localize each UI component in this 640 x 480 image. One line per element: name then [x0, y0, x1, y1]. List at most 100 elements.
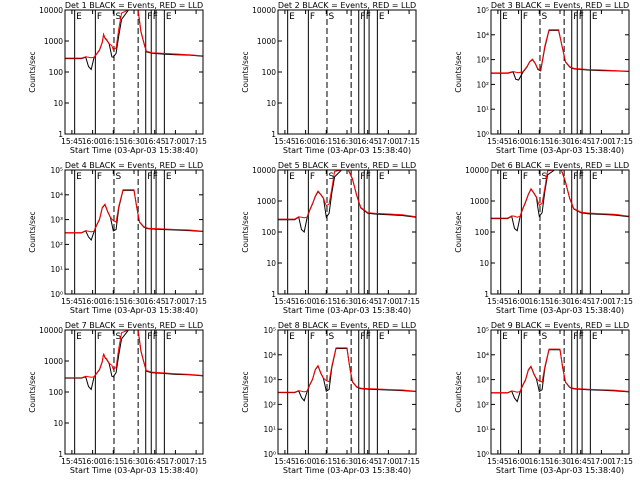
series-line-lld — [491, 29, 629, 74]
x-tick-label: 17:00 — [378, 137, 400, 146]
y-tick-label: 100 — [49, 388, 64, 397]
panel-title: Det 5 BLACK = Events, RED = LLD — [278, 161, 416, 170]
x-tick-label: 16:15 — [315, 137, 337, 146]
y-tick-label: 10¹ — [476, 425, 489, 434]
event-marker-label: F — [310, 332, 315, 342]
x-tick-label: 17:15 — [611, 457, 633, 466]
panel-title: Det 4 BLACK = Events, RED = LLD — [65, 161, 203, 170]
y-tick-label: 10² — [50, 240, 63, 249]
event-marker-label: E — [502, 332, 508, 342]
event-marker-label: E — [166, 172, 172, 182]
x-axis-label: Start Time (03-Apr-03 15:38:40) — [496, 146, 624, 155]
x-tick-label: 16:45 — [357, 457, 379, 466]
x-tick-label: 16:00 — [508, 297, 530, 306]
y-tick-label: 10⁵ — [476, 326, 489, 335]
y-tick-label: 10000 — [252, 6, 276, 15]
y-axis-label: Counts/sec — [454, 211, 463, 252]
y-axis-label: Counts/sec — [454, 371, 463, 412]
x-tick-label: 15:45 — [61, 457, 83, 466]
x-tick-label: 16:30 — [123, 457, 145, 466]
y-tick-label: 10000 — [465, 166, 489, 175]
plot-frame — [64, 329, 204, 455]
y-tick-label: 1 — [271, 130, 276, 139]
event-marker-label: F — [579, 332, 584, 342]
event-marker-label: F — [147, 332, 152, 342]
y-tick-label: 10 — [266, 99, 276, 108]
x-tick-label: 16:45 — [570, 457, 592, 466]
y-tick-label: 10³ — [50, 216, 63, 225]
y-tick-label: 10¹ — [263, 425, 276, 434]
y-tick-label: 10³ — [476, 376, 489, 385]
event-marker-label: E — [592, 332, 598, 342]
event-marker-label: S — [115, 172, 121, 182]
x-tick-label: 17:15 — [185, 457, 207, 466]
y-tick-label: 10² — [476, 80, 489, 89]
y-tick-label: 1 — [58, 130, 63, 139]
y-tick-label: 10³ — [476, 56, 489, 65]
x-tick-label: 15:45 — [487, 137, 509, 146]
y-tick-label: 1000 — [257, 197, 276, 206]
event-marker-label: E — [289, 332, 295, 342]
x-tick-label: 15:45 — [487, 457, 509, 466]
event-marker-label: F — [310, 172, 315, 182]
panel-title: Det 2 BLACK = Events, RED = LLD — [278, 1, 416, 10]
x-tick-label: 17:00 — [378, 457, 400, 466]
y-tick-label: 10² — [476, 400, 489, 409]
x-tick-label: 16:15 — [528, 137, 550, 146]
y-axis-label: Counts/sec — [28, 211, 37, 252]
panel-title: Det 3 BLACK = Events, RED = LLD — [491, 1, 629, 10]
x-tick-label: 15:45 — [274, 137, 296, 146]
y-tick-label: 1000 — [44, 357, 63, 366]
x-tick-label: 16:45 — [144, 137, 166, 146]
x-tick-label: 17:15 — [398, 457, 420, 466]
y-tick-label: 10⁵ — [50, 166, 63, 175]
series-line-lld — [65, 10, 203, 59]
series-line-lld — [491, 170, 629, 219]
x-tick-label: 16:00 — [295, 297, 317, 306]
event-marker-label: E — [379, 12, 385, 22]
event-marker-label: F — [147, 12, 152, 22]
event-marker-label: F — [366, 332, 371, 342]
x-tick-label: 16:15 — [102, 297, 124, 306]
event-marker-label: F — [310, 12, 315, 22]
event-marker-label: F — [523, 172, 528, 182]
x-tick-label: 17:00 — [591, 297, 613, 306]
x-tick-label: 16:30 — [336, 457, 358, 466]
x-tick-label: 17:15 — [611, 137, 633, 146]
plot-frame — [490, 169, 630, 295]
x-tick-label: 16:00 — [82, 297, 104, 306]
x-tick-label: 15:45 — [274, 297, 296, 306]
x-axis-label: Start Time (03-Apr-03 15:38:40) — [283, 306, 411, 315]
x-tick-label: 15:45 — [274, 457, 296, 466]
event-marker-label: F — [147, 172, 152, 182]
x-tick-label: 16:15 — [528, 457, 550, 466]
x-tick-label: 16:00 — [82, 457, 104, 466]
x-tick-label: 17:00 — [165, 457, 187, 466]
y-tick-label: 100 — [262, 68, 277, 77]
x-tick-label: 17:15 — [398, 297, 420, 306]
y-tick-label: 10⁴ — [50, 191, 63, 200]
event-marker-label: S — [328, 172, 334, 182]
panel-title: Det 9 BLACK = Events, RED = LLD — [491, 321, 629, 330]
series-line-lld — [65, 189, 203, 234]
x-tick-label: 16:00 — [508, 137, 530, 146]
y-axis-label: Counts/sec — [241, 371, 250, 412]
event-marker-label: F — [523, 12, 528, 22]
y-tick-label: 1 — [58, 450, 63, 459]
x-axis-label: Start Time (03-Apr-03 15:38:40) — [70, 146, 198, 155]
y-tick-label: 10⁰ — [476, 450, 489, 459]
series-line-lld — [278, 170, 416, 220]
x-axis-label: Start Time (03-Apr-03 15:38:40) — [496, 306, 624, 315]
panel-title: Det 1 BLACK = Events, RED = LLD — [65, 1, 203, 10]
y-axis-label: Counts/sec — [28, 371, 37, 412]
series-line-lld — [65, 330, 203, 379]
event-marker-label: F — [97, 332, 102, 342]
x-tick-label: 17:00 — [378, 297, 400, 306]
event-marker-label: F — [366, 12, 371, 22]
event-marker-label: F — [573, 172, 578, 182]
